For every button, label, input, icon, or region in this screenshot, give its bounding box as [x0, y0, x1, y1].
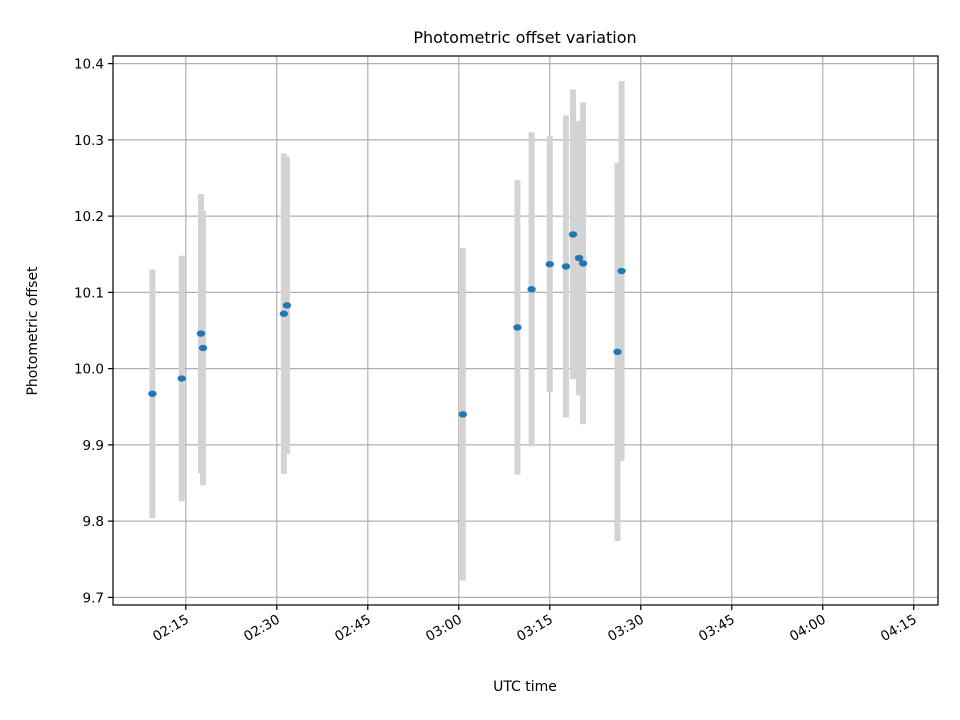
y-tick-label: 9.8	[83, 514, 104, 530]
data-points	[148, 231, 626, 418]
data-point	[561, 263, 571, 270]
data-point	[177, 375, 186, 382]
y-tick-label: 9.9	[83, 438, 104, 454]
y-tick-label: 10.2	[74, 209, 104, 225]
data-point	[196, 330, 206, 337]
data-point	[458, 411, 468, 418]
data-point	[279, 310, 289, 317]
plot-frame	[112, 55, 939, 606]
y-axis-ticks: 9.7 9.8 9.9 10.0 10.1 10.2 10.3 10.4	[74, 57, 113, 606]
data-point	[527, 286, 536, 293]
data-point	[578, 260, 588, 267]
x-axis-label: UTC time	[493, 679, 557, 695]
y-tick-label: 10.3	[74, 133, 104, 149]
data-point	[148, 390, 157, 397]
y-tick-label: 10.1	[74, 285, 104, 301]
data-point	[198, 344, 208, 352]
y-tick-label: 10.4	[74, 57, 104, 73]
y-tick-label: 10.0	[74, 362, 104, 378]
data-point	[617, 267, 626, 275]
data-point	[574, 254, 584, 262]
y-tick-label: 9.7	[83, 590, 104, 606]
data-point	[545, 260, 554, 268]
data-point	[513, 324, 522, 331]
y-axis-label: Photometric offset	[25, 266, 41, 396]
data-point	[568, 231, 578, 238]
data-point	[613, 348, 622, 356]
data-point	[282, 302, 292, 309]
chart-title: Photometric offset variation	[413, 28, 636, 47]
